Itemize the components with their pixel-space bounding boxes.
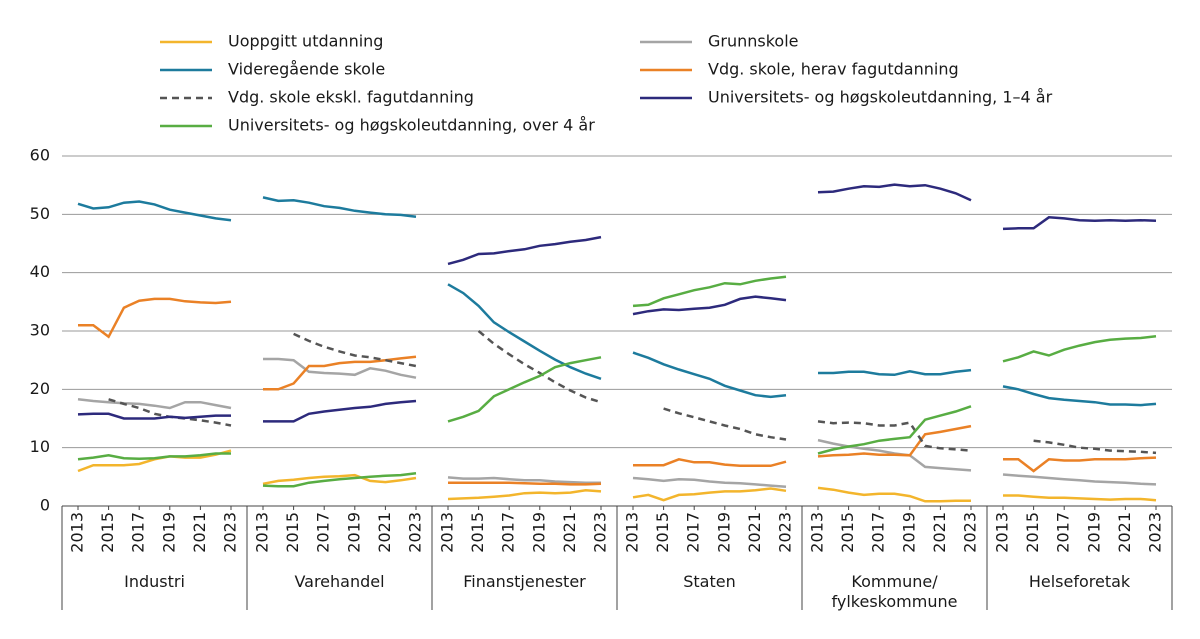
line-series	[448, 481, 602, 486]
line-series	[77, 200, 232, 222]
line-series	[1002, 385, 1157, 407]
y-tick-label: 50	[30, 204, 50, 223]
x-tick-label: 2017	[869, 512, 888, 553]
line-series	[262, 473, 417, 486]
x-tick-label: 2015	[838, 512, 857, 553]
y-tick-label: 30	[30, 321, 50, 340]
line-series	[632, 487, 787, 502]
line-series	[663, 407, 787, 441]
line-series	[632, 295, 787, 316]
x-tick-label: 2013	[438, 512, 457, 553]
x-tick-label: 2021	[745, 512, 764, 553]
line-series	[262, 472, 417, 488]
line-series	[632, 275, 787, 308]
line-series	[77, 412, 231, 420]
x-tick-label: 2023	[1146, 512, 1165, 553]
x-tick-label: 2021	[560, 512, 579, 553]
panel-label: Kommune/ fylkeskommune	[831, 572, 958, 611]
x-tick-label: 2015	[98, 512, 117, 553]
legend-label: Uoppgitt utdanning	[228, 32, 383, 51]
x-tick-label: 2013	[68, 512, 87, 553]
x-tick-label: 2023	[221, 512, 240, 553]
panel-label: Finanstjenester	[463, 572, 586, 591]
panel-label: Staten	[683, 572, 736, 591]
y-tick-label: 0	[40, 496, 50, 515]
line-series	[1003, 456, 1157, 473]
line-series	[1002, 335, 1157, 363]
y-tick-label: 40	[30, 262, 50, 281]
x-tick-label: 2021	[375, 512, 394, 553]
legend-label: Vdg. skole ekskl. fagutdanning	[228, 88, 474, 107]
panel-label: Industri	[124, 572, 185, 591]
x-tick-label: 2023	[591, 512, 610, 553]
y-tick-label: 60	[30, 146, 50, 165]
x-tick-label: 2019	[529, 512, 548, 553]
line-series	[447, 489, 602, 501]
line-series	[817, 183, 972, 202]
x-tick-label: 2013	[253, 512, 272, 553]
line-series	[263, 399, 417, 423]
x-tick-label: 2019	[714, 512, 733, 553]
panel-label: Varehandel	[294, 572, 385, 591]
x-tick-label: 2023	[961, 512, 980, 553]
x-tick-label: 2023	[776, 512, 795, 553]
line-series	[817, 405, 972, 455]
x-tick-label: 2013	[993, 512, 1012, 553]
x-tick-label: 2017	[499, 512, 518, 553]
panel-label: Helseforetak	[1028, 572, 1131, 591]
x-tick-label: 2017	[129, 512, 148, 553]
line-series	[263, 357, 417, 379]
x-tick-label: 2013	[623, 512, 642, 553]
x-tick-label: 2021	[930, 512, 949, 553]
x-tick-label: 2023	[406, 512, 425, 553]
line-series	[632, 351, 787, 399]
line-series	[818, 368, 972, 377]
line-series	[447, 476, 601, 484]
line-series	[447, 283, 602, 380]
x-tick-label: 2019	[159, 512, 178, 553]
x-tick-label: 2017	[1054, 512, 1073, 553]
legend-label: Universitets- og høgskoleutdanning, over…	[228, 116, 595, 135]
x-tick-label: 2021	[1115, 512, 1134, 553]
x-tick-label: 2017	[684, 512, 703, 553]
y-tick-label: 20	[30, 379, 50, 398]
line-series	[1003, 494, 1157, 502]
line-series	[1033, 439, 1157, 455]
x-tick-label: 2021	[190, 512, 209, 553]
line-series	[447, 235, 602, 266]
x-tick-label: 2017	[314, 512, 333, 553]
x-tick-label: 2019	[344, 512, 363, 553]
line-series	[447, 356, 602, 423]
legend-label: Vdg. skole, herav fagutdanning	[708, 60, 959, 79]
line-series	[78, 297, 232, 339]
x-tick-label: 2015	[468, 512, 487, 553]
x-tick-label: 2015	[283, 512, 302, 553]
line-series	[817, 420, 972, 452]
line-series	[77, 452, 231, 461]
legend-label: Videregående skole	[228, 60, 385, 79]
legend-label: Universitets- og høgskoleutdanning, 1–4 …	[708, 88, 1053, 107]
line-series	[817, 486, 971, 503]
line-series	[77, 398, 232, 410]
line-series	[263, 355, 417, 391]
line-series	[477, 330, 602, 404]
line-series	[1002, 216, 1157, 231]
x-tick-label: 2019	[1084, 512, 1103, 553]
x-tick-label: 2015	[653, 512, 672, 553]
line-series	[633, 458, 787, 468]
line-series	[293, 332, 417, 368]
line-series	[1002, 473, 1157, 486]
x-tick-label: 2013	[808, 512, 827, 553]
line-series	[817, 424, 972, 458]
line-series	[632, 476, 787, 489]
x-tick-label: 2015	[1023, 512, 1042, 553]
line-series	[262, 196, 417, 218]
legend-label: Grunnskole	[708, 32, 799, 51]
x-tick-label: 2019	[899, 512, 918, 553]
y-tick-label: 10	[30, 437, 50, 456]
